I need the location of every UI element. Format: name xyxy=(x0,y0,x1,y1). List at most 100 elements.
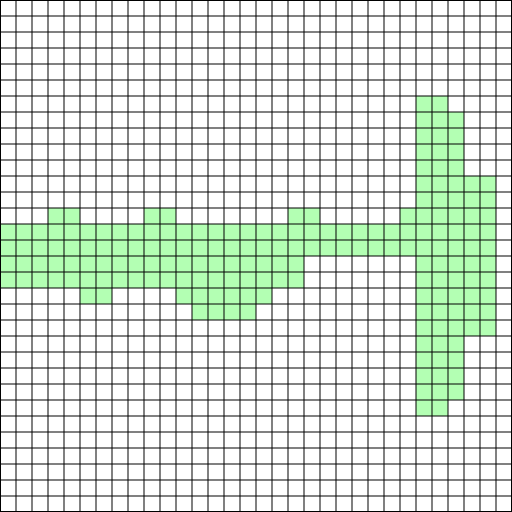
filled-cell[interactable] xyxy=(432,400,448,416)
filled-cell[interactable] xyxy=(464,224,480,240)
filled-cell[interactable] xyxy=(416,208,432,224)
filled-cell[interactable] xyxy=(32,224,48,240)
filled-cell[interactable] xyxy=(112,256,128,272)
filled-cell[interactable] xyxy=(432,144,448,160)
filled-cell[interactable] xyxy=(272,240,288,256)
filled-cell[interactable] xyxy=(64,272,80,288)
filled-cell[interactable] xyxy=(448,208,464,224)
filled-cell[interactable] xyxy=(384,224,400,240)
filled-cell[interactable] xyxy=(448,288,464,304)
filled-cell[interactable] xyxy=(416,320,432,336)
filled-cell[interactable] xyxy=(32,256,48,272)
filled-cell[interactable] xyxy=(272,272,288,288)
filled-cell[interactable] xyxy=(448,368,464,384)
filled-cell[interactable] xyxy=(416,112,432,128)
filled-cell[interactable] xyxy=(192,288,208,304)
filled-cell[interactable] xyxy=(128,272,144,288)
filled-cell[interactable] xyxy=(0,256,16,272)
filled-cell[interactable] xyxy=(160,272,176,288)
filled-cell[interactable] xyxy=(352,224,368,240)
filled-cell[interactable] xyxy=(16,240,32,256)
filled-cell[interactable] xyxy=(336,224,352,240)
filled-cell[interactable] xyxy=(224,288,240,304)
filled-cell[interactable] xyxy=(208,256,224,272)
filled-cell[interactable] xyxy=(480,256,496,272)
filled-cell[interactable] xyxy=(208,224,224,240)
filled-cell[interactable] xyxy=(416,192,432,208)
filled-cell[interactable] xyxy=(288,256,304,272)
filled-cell[interactable] xyxy=(416,256,432,272)
filled-cell[interactable] xyxy=(416,144,432,160)
filled-cell[interactable] xyxy=(432,208,448,224)
filled-cell[interactable] xyxy=(224,304,240,320)
filled-cell[interactable] xyxy=(176,240,192,256)
filled-cell[interactable] xyxy=(352,240,368,256)
filled-cell[interactable] xyxy=(448,224,464,240)
filled-cell[interactable] xyxy=(256,240,272,256)
filled-cell[interactable] xyxy=(192,304,208,320)
filled-cell[interactable] xyxy=(304,208,320,224)
filled-cell[interactable] xyxy=(96,240,112,256)
filled-cell[interactable] xyxy=(448,176,464,192)
filled-cell[interactable] xyxy=(224,272,240,288)
filled-cell[interactable] xyxy=(208,272,224,288)
filled-cell[interactable] xyxy=(240,272,256,288)
filled-cell[interactable] xyxy=(96,224,112,240)
filled-cell[interactable] xyxy=(160,208,176,224)
filled-cell[interactable] xyxy=(448,144,464,160)
filled-cell[interactable] xyxy=(464,272,480,288)
filled-cell[interactable] xyxy=(16,256,32,272)
filled-cell[interactable] xyxy=(480,304,496,320)
filled-cell[interactable] xyxy=(240,304,256,320)
filled-cell[interactable] xyxy=(240,224,256,240)
filled-cell[interactable] xyxy=(144,208,160,224)
filled-cell[interactable] xyxy=(432,176,448,192)
filled-cell[interactable] xyxy=(400,240,416,256)
filled-cell[interactable] xyxy=(448,160,464,176)
filled-cell[interactable] xyxy=(336,240,352,256)
filled-cell[interactable] xyxy=(448,336,464,352)
filled-cell[interactable] xyxy=(368,240,384,256)
filled-cell[interactable] xyxy=(448,112,464,128)
filled-cell[interactable] xyxy=(304,240,320,256)
filled-cell[interactable] xyxy=(464,304,480,320)
filled-cell[interactable] xyxy=(80,288,96,304)
filled-cell[interactable] xyxy=(384,240,400,256)
filled-cell[interactable] xyxy=(272,224,288,240)
filled-cell[interactable] xyxy=(176,272,192,288)
filled-cell[interactable] xyxy=(480,240,496,256)
filled-cell[interactable] xyxy=(416,400,432,416)
filled-cell[interactable] xyxy=(112,240,128,256)
filled-cell[interactable] xyxy=(448,192,464,208)
filled-cell[interactable] xyxy=(176,288,192,304)
filled-cell[interactable] xyxy=(480,208,496,224)
filled-cell[interactable] xyxy=(416,224,432,240)
filled-cell[interactable] xyxy=(96,288,112,304)
filled-cell[interactable] xyxy=(416,160,432,176)
filled-cell[interactable] xyxy=(368,224,384,240)
filled-cell[interactable] xyxy=(224,240,240,256)
filled-cell[interactable] xyxy=(288,240,304,256)
filled-cell[interactable] xyxy=(144,256,160,272)
filled-cell[interactable] xyxy=(48,224,64,240)
filled-cell[interactable] xyxy=(432,352,448,368)
filled-cell[interactable] xyxy=(480,320,496,336)
filled-cell[interactable] xyxy=(400,224,416,240)
filled-cell[interactable] xyxy=(208,288,224,304)
filled-cell[interactable] xyxy=(416,128,432,144)
filled-cell[interactable] xyxy=(48,240,64,256)
filled-cell[interactable] xyxy=(256,288,272,304)
filled-cell[interactable] xyxy=(432,272,448,288)
filled-cell[interactable] xyxy=(432,224,448,240)
filled-cell[interactable] xyxy=(48,208,64,224)
filled-cell[interactable] xyxy=(416,176,432,192)
filled-cell[interactable] xyxy=(192,240,208,256)
filled-cell[interactable] xyxy=(464,240,480,256)
filled-cell[interactable] xyxy=(288,272,304,288)
filled-cell[interactable] xyxy=(448,128,464,144)
filled-cell[interactable] xyxy=(416,336,432,352)
filled-cell[interactable] xyxy=(0,224,16,240)
filled-cell[interactable] xyxy=(96,256,112,272)
filled-cell[interactable] xyxy=(256,256,272,272)
